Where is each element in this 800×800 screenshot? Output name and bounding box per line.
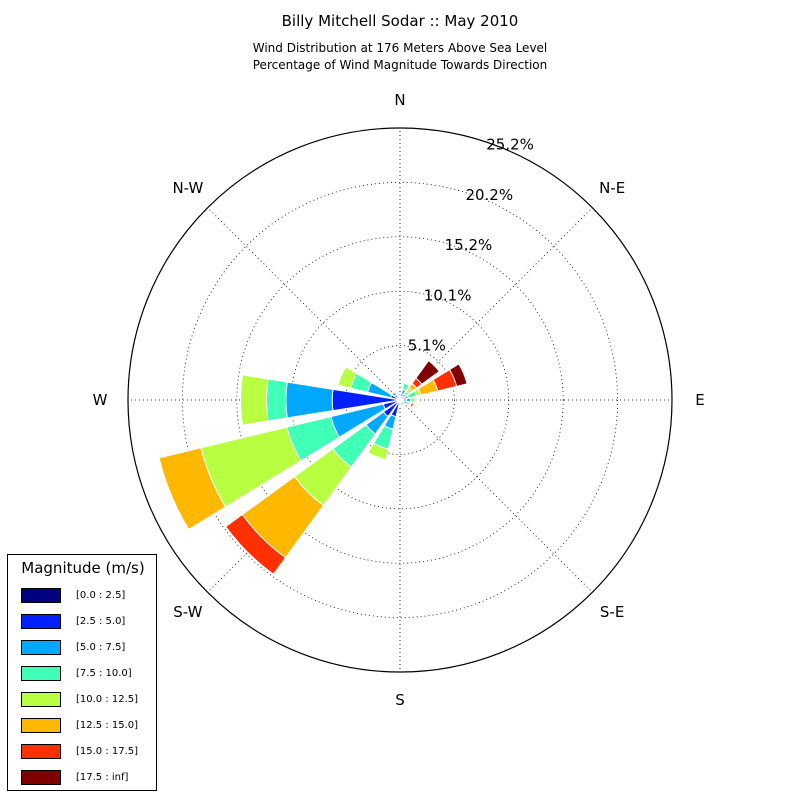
wind-bar-segment xyxy=(367,442,389,461)
chart-title: Billy Mitchell Sodar :: May 2010 xyxy=(281,12,519,30)
grid-spoke xyxy=(399,399,593,593)
legend-label: [2.5 : 5.0] xyxy=(76,616,126,627)
wind-bar-segment xyxy=(158,447,227,531)
legend-label: [5.0 : 7.5] xyxy=(76,642,126,653)
wind-bar-segment xyxy=(402,402,406,406)
grid-spoke xyxy=(399,207,593,401)
legend-label: [10.0 : 12.5] xyxy=(76,694,139,705)
radial-tick-label: 25.2% xyxy=(486,136,534,154)
direction-label: W xyxy=(93,391,108,409)
direction-label: N-E xyxy=(599,179,625,197)
legend: Magnitude (m/s) [0.0 : 2.5] [2.5 : 5.0] … xyxy=(7,554,157,791)
wind-bar-segment xyxy=(415,396,418,404)
legend-swatch xyxy=(21,744,61,759)
legend-swatch xyxy=(21,614,61,629)
wind-bar-segment xyxy=(337,366,358,389)
wind-bar-segment xyxy=(401,382,410,392)
grid-circle xyxy=(236,236,564,564)
wind-bar-segment xyxy=(240,374,269,426)
wind-bar-segment xyxy=(398,391,402,395)
wind-rose-bars xyxy=(158,360,468,575)
legend-label: [0.0 : 2.5] xyxy=(76,590,126,601)
legend-title: Magnitude (m/s) xyxy=(21,559,145,577)
legend-swatch xyxy=(21,640,61,655)
wind-bar-segment xyxy=(265,378,288,422)
legend-label: [7.5 : 10.0] xyxy=(76,668,132,679)
wind-bar-segment xyxy=(396,394,400,398)
wind-bar-segment xyxy=(225,513,287,575)
grid-spoke xyxy=(207,207,401,401)
wind-bar-segment xyxy=(409,402,415,409)
direction-label: N xyxy=(394,91,405,109)
radial-tick-label: 10.1% xyxy=(424,286,472,304)
legend-swatch xyxy=(21,692,61,707)
radial-tick-label: 5.1% xyxy=(408,337,446,355)
legend-swatch xyxy=(21,666,61,681)
radial-tick-label: 20.2% xyxy=(465,186,513,204)
wind-bar-segment xyxy=(285,381,334,419)
direction-label: E xyxy=(695,391,704,409)
legend-label: [17.5 : inf] xyxy=(76,772,129,783)
grid-circle xyxy=(181,181,619,619)
radial-tick-label: 15.2% xyxy=(445,236,493,254)
legend-label: [15.0 : 17.5] xyxy=(76,746,139,757)
direction-label: S-W xyxy=(173,603,202,621)
wind-bar-segment xyxy=(415,360,440,385)
legend-swatch xyxy=(21,588,61,603)
grid-circle xyxy=(345,345,455,455)
legend-swatch xyxy=(21,718,61,733)
wind-bar-segment xyxy=(448,363,468,388)
legend-swatch xyxy=(21,770,61,785)
wind-bar-segment xyxy=(398,404,402,407)
direction-label: S-E xyxy=(600,603,624,621)
direction-label: S xyxy=(395,691,405,709)
chart-subtitle-line-1: Wind Distribution at 176 Meters Above Se… xyxy=(252,41,548,55)
polar-boundary xyxy=(127,127,673,673)
polar-labels: N N-E E S-E S S-W W N-W 5.1% 10.1% 15.2% 20.2% 25.2% xyxy=(93,91,705,709)
legend-label: [12.5 : 15.0] xyxy=(76,720,139,731)
wind-bar-segment xyxy=(400,403,405,407)
chart-subtitle-line-2: Percentage of Wind Magnitude Towards Dir… xyxy=(252,58,548,72)
direction-label: N-W xyxy=(172,179,203,197)
wind-bar-segment xyxy=(390,390,395,395)
